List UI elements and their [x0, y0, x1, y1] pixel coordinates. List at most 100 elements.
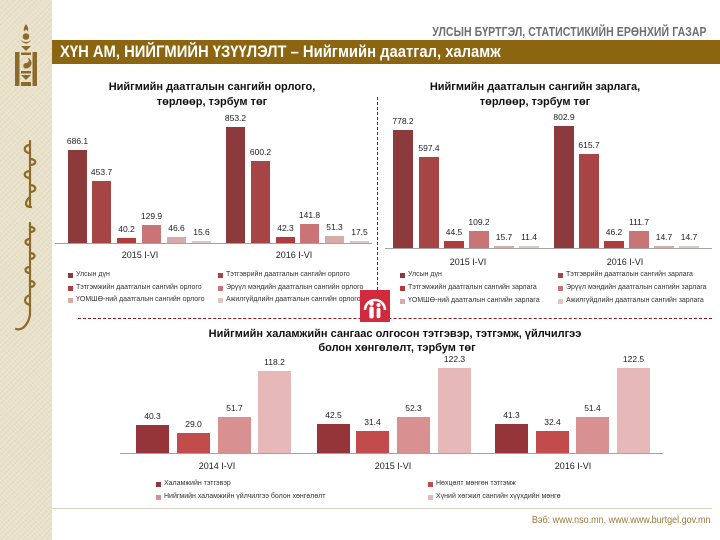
- value-label: 52.3: [405, 403, 422, 413]
- value-label: 31.4: [364, 417, 381, 427]
- value-label: 51.3: [326, 222, 343, 232]
- bar: [444, 241, 464, 248]
- bar: [554, 126, 574, 248]
- legend-marker: [156, 494, 161, 500]
- legend-label: Тэтгэврийн даатгалын сангийн орлого: [226, 271, 350, 278]
- legend-marker: [428, 481, 433, 487]
- chart-title-line-2: төрлөөр, тэрбум төг: [479, 96, 591, 108]
- value-label: 14.7: [680, 232, 698, 242]
- value-label: 600.2: [249, 147, 272, 157]
- value-label: 686.1: [66, 136, 89, 146]
- value-label: 597.4: [418, 143, 440, 153]
- bar: [356, 431, 389, 453]
- bar: [350, 241, 369, 243]
- vertical-divider: [377, 97, 378, 290]
- bar: [177, 433, 210, 453]
- bar: [136, 425, 169, 453]
- legend-label: ҮОМШӨ-ний даатгалын сангийн орлого: [76, 296, 205, 303]
- bar: [393, 130, 413, 248]
- bar: [167, 237, 186, 243]
- sidebar: [0, 0, 52, 540]
- legend-item: Улсын дүн: [400, 270, 442, 280]
- value-label: 11.4: [521, 232, 537, 242]
- bar: [300, 224, 319, 243]
- bar: [142, 225, 161, 243]
- legend-marker: [68, 272, 73, 278]
- value-label: 42.5: [325, 410, 342, 420]
- social-insurance-logo-icon: [360, 290, 390, 322]
- legend-item: Нийгмийн халамжийн үйлчилгээ болон хөнгө…: [156, 492, 326, 502]
- legend-label: Халамжийн тэтгэвэр: [164, 480, 231, 487]
- value-label: 32.4: [544, 417, 561, 427]
- legend-label: Хүний хөгжил сангийн хүүхдийн мөнгө: [436, 493, 561, 500]
- legend-label: Тэтгэмжийн даатгалын сангийн зарлага: [408, 284, 537, 291]
- bar: [258, 371, 291, 453]
- legend-item: Ажилгүйдлийн даатгалын сангийн орлого: [218, 295, 361, 305]
- bar: [469, 231, 489, 248]
- chart-title-line-1: Нийгмийн даатгалын сангийн орлого,: [108, 81, 316, 93]
- legend-item: Тэтгэврийн даатгалын сангийн орлого: [218, 270, 350, 280]
- bar: [494, 246, 514, 248]
- legend-item: Ажилгүйдлийн даатгалын сангийн зарлага: [558, 296, 704, 306]
- bar: [276, 237, 295, 243]
- legend-item: Улсын дүн: [68, 270, 110, 280]
- value-label: 122.5: [622, 354, 645, 364]
- bar: [604, 241, 624, 248]
- value-label: 615.7: [578, 140, 600, 150]
- legend-item: Тэтгэврийн даатгалын сангийн зарлага: [558, 270, 693, 280]
- value-label: 14.7: [655, 232, 673, 242]
- footer-web-links: Вэб: www.nso.mn, www.www.burtgel.gov.mn: [531, 515, 710, 526]
- chart-title-line-1: Нийгмийн даатгалын сангийн зарлага,: [429, 81, 641, 93]
- category-label: 2016 I-VI: [606, 257, 644, 267]
- bar: [419, 157, 439, 248]
- legend-marker: [156, 481, 161, 487]
- legend-marker: [400, 298, 405, 304]
- legend-marker: [400, 285, 405, 291]
- footer-separator: [52, 508, 712, 509]
- title-bar: ХҮН АМ, НИЙГМИЙН ҮЗҮҮЛЭЛТ – Нийгмийн даа…: [52, 40, 720, 64]
- bar: [251, 161, 270, 243]
- legend-label: Эрүүл мэндийн даатгалын сангийн орлого: [226, 284, 364, 291]
- legend-marker: [558, 272, 563, 278]
- legend-marker: [428, 494, 433, 500]
- category-label: 2015 I-VI: [374, 461, 412, 471]
- bar: [218, 417, 251, 453]
- category-label: 2016 I-VI: [554, 461, 592, 471]
- legend-label: Нийгмийн халамжийн үйлчилгээ болон хөнгө…: [164, 493, 326, 500]
- x-axis: [385, 248, 712, 249]
- soyombo-emblem-icon: [15, 24, 37, 86]
- bar: [192, 241, 211, 243]
- legend-marker: [218, 297, 223, 303]
- bar: [397, 417, 430, 453]
- legend-item: Тэтгэмжийн даатгалын сангийн зарлага: [400, 283, 537, 293]
- legend-label: ҮОМШӨ-ний даатгалын сангийн зарлага: [408, 297, 540, 304]
- horizontal-divider: [78, 318, 712, 319]
- value-label: 29.0: [185, 419, 202, 429]
- legend-marker: [218, 285, 223, 291]
- bar: [654, 246, 674, 248]
- legend-marker: [218, 272, 223, 278]
- bar: [495, 424, 528, 453]
- category-label: 2014 I-VI: [198, 461, 236, 471]
- legend-marker: [558, 298, 563, 304]
- value-label: 109.2: [468, 217, 490, 227]
- value-label: 15.7: [495, 232, 513, 242]
- value-label: 802.9: [553, 112, 575, 122]
- bar: [679, 246, 699, 248]
- legend-label: Улсын дүн: [408, 271, 442, 278]
- legend-label: Эрүүл мэндийн даатгалын сангийн зарлага: [566, 284, 707, 291]
- legend-item: Эрүүл мэндийн даатгалын сангийн зарлага: [558, 283, 707, 293]
- value-label: 44.5: [445, 227, 463, 237]
- value-label: 129.9: [140, 211, 163, 221]
- bar: [519, 246, 539, 248]
- category-label: 2015 I-VI: [449, 257, 487, 267]
- category-label: 2015 I-VI: [121, 250, 159, 260]
- chart-title-line-1: Нийгмийн халамжийн сангаас олгосон тэтгэ…: [208, 328, 582, 340]
- organization-name: УЛСЫН БҮРТГЭЛ, СТАТИСТИКИЙН ЕРӨНХИЙ ГАЗА…: [432, 25, 707, 39]
- bar: [117, 238, 136, 243]
- bar: [438, 368, 471, 453]
- legend-item: ҮОМШӨ-ний даатгалын сангийн зарлага: [400, 296, 540, 306]
- x-axis: [55, 243, 372, 244]
- legend-marker: [400, 272, 405, 278]
- bar: [226, 127, 245, 243]
